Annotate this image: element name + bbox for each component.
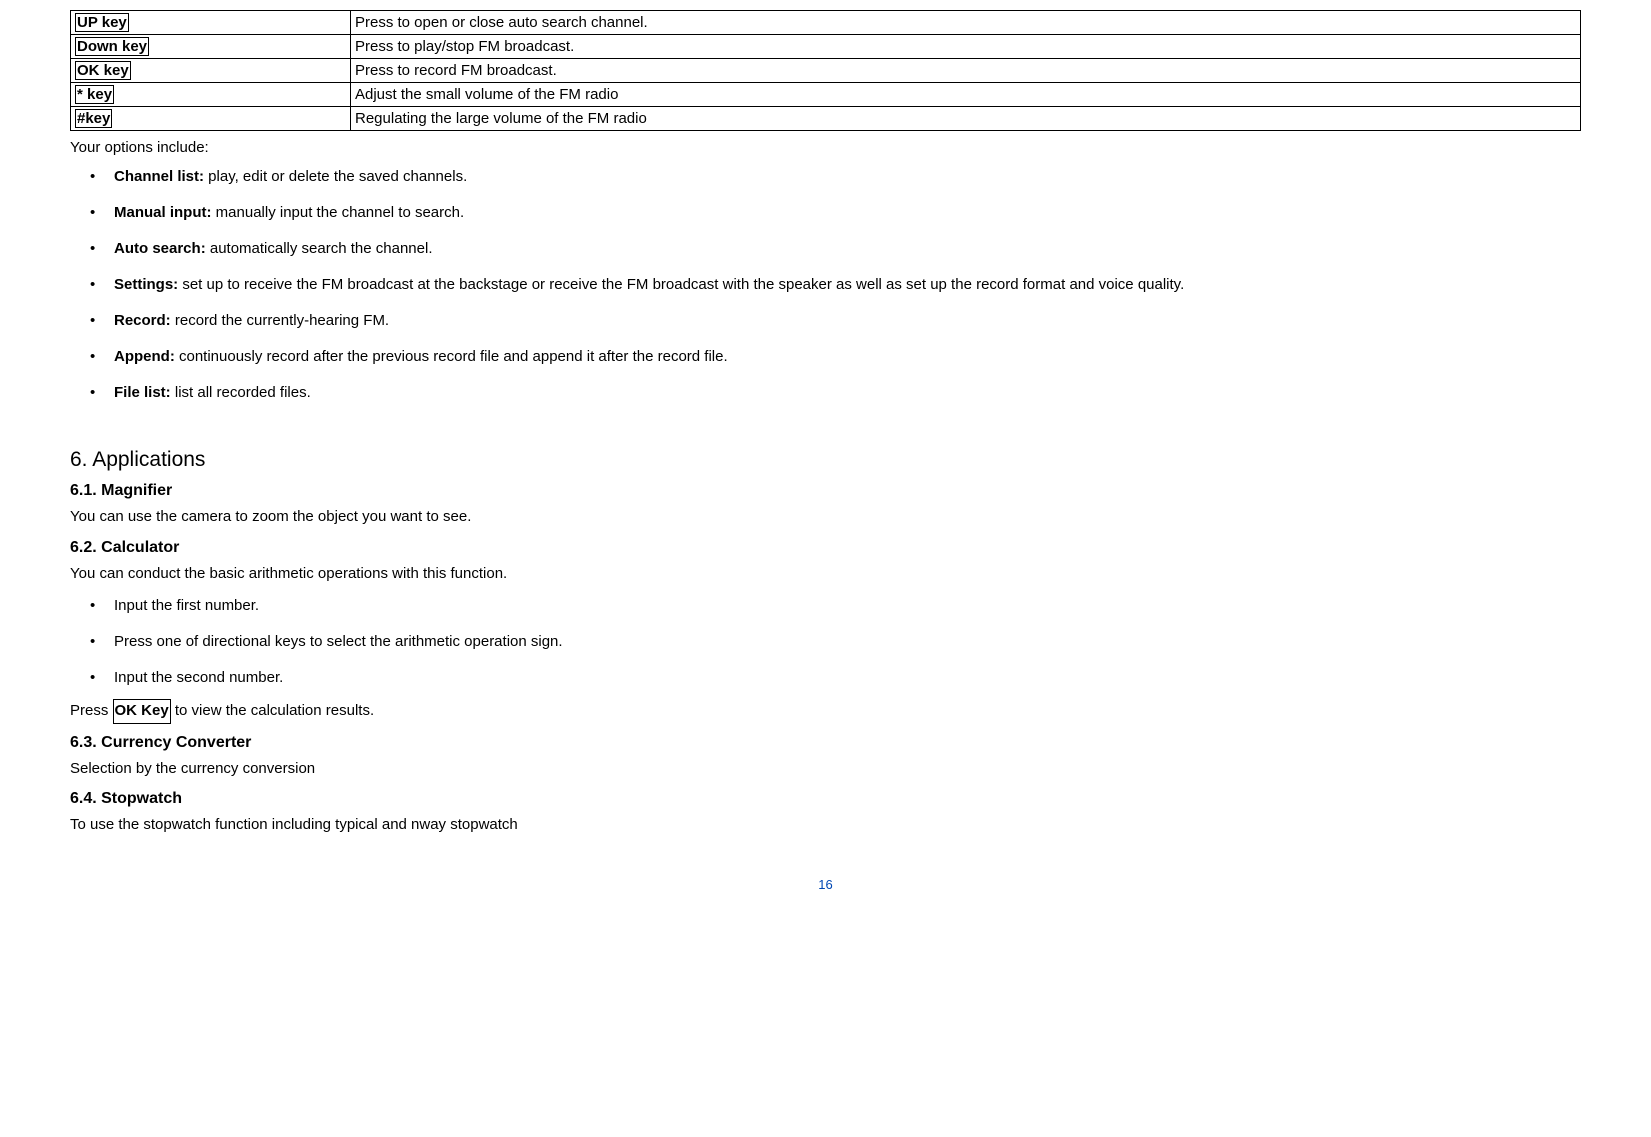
section-6-heading: 6. Applications: [70, 448, 1581, 472]
options-list: Channel list: play, edit or delete the s…: [70, 162, 1581, 408]
option-title: Manual input:: [114, 204, 212, 221]
subsection-6-2-title: 6.2. Calculator: [70, 539, 1581, 557]
key-function-table: UP key Press to open or close auto search…: [70, 10, 1581, 131]
key-description: Press to open or close auto search chann…: [351, 11, 1581, 35]
table-row: #key Regulating the large volume of the F…: [71, 107, 1581, 131]
table-body: UP key Press to open or close auto search…: [71, 11, 1581, 131]
option-title: Record:: [114, 312, 171, 329]
list-item: Manual input: manually input the channel…: [70, 198, 1581, 228]
option-title: Append:: [114, 348, 175, 365]
list-item: Channel list: play, edit or delete the s…: [70, 162, 1581, 192]
list-item: Record: record the currently-hearing FM.: [70, 306, 1581, 336]
option-title: File list:: [114, 384, 171, 401]
subsection-6-1-body: You can use the camera to zoom the objec…: [70, 506, 1581, 529]
option-title: Channel list:: [114, 168, 204, 185]
key-label: #key: [75, 109, 112, 128]
calculator-steps: Input the first number. Press one of dire…: [70, 591, 1581, 693]
key-description: Regulating the large volume of the FM ra…: [351, 107, 1581, 131]
table-row: Down key Press to play/stop FM broadcast.: [71, 35, 1581, 59]
list-item: Append: continuously record after the pr…: [70, 342, 1581, 372]
calculator-press-line: Press OK Key to view the calculation res…: [70, 699, 1581, 724]
press-suffix: to view the calculation results.: [171, 702, 374, 719]
key-cell: #key: [71, 107, 351, 131]
table-row: OK key Press to record FM broadcast.: [71, 59, 1581, 83]
key-label: UP key: [75, 13, 129, 32]
key-description: Press to play/stop FM broadcast.: [351, 35, 1581, 59]
page-number: 16: [70, 877, 1581, 892]
list-item: File list: list all recorded files.: [70, 378, 1581, 408]
key-label: OK key: [75, 61, 131, 80]
key-cell: UP key: [71, 11, 351, 35]
list-item: Settings: set up to receive the FM broad…: [70, 270, 1581, 300]
key-description: Adjust the small volume of the FM radio: [351, 83, 1581, 107]
press-prefix: Press: [70, 702, 113, 719]
option-title: Auto search:: [114, 240, 206, 257]
key-cell: * key: [71, 83, 351, 107]
option-text: play, edit or delete the saved channels.: [204, 168, 467, 185]
option-text: list all recorded files.: [171, 384, 311, 401]
key-cell: OK key: [71, 59, 351, 83]
key-description: Press to record FM broadcast.: [351, 59, 1581, 83]
subsection-6-3-title: 6.3. Currency Converter: [70, 734, 1581, 752]
key-label: Down key: [75, 37, 149, 56]
subsection-6-4-body: To use the stopwatch function including …: [70, 814, 1581, 837]
key-label: * key: [75, 85, 114, 104]
option-text: set up to receive the FM broadcast at th…: [178, 276, 1184, 293]
list-item: Input the first number.: [70, 591, 1581, 621]
subsection-6-4-title: 6.4. Stopwatch: [70, 790, 1581, 808]
list-item: Input the second number.: [70, 663, 1581, 693]
ok-key-label: OK Key: [113, 699, 171, 724]
option-text: automatically search the channel.: [206, 240, 433, 257]
option-text: continuously record after the previous r…: [175, 348, 728, 365]
list-item: Auto search: automatically search the ch…: [70, 234, 1581, 264]
option-text: manually input the channel to search.: [212, 204, 465, 221]
option-text: record the currently-hearing FM.: [171, 312, 389, 329]
table-row: UP key Press to open or close auto search…: [71, 11, 1581, 35]
options-intro: Your options include:: [70, 139, 1581, 156]
option-title: Settings:: [114, 276, 178, 293]
subsection-6-2-body: You can conduct the basic arithmetic ope…: [70, 563, 1581, 586]
subsection-6-1-title: 6.1. Magnifier: [70, 482, 1581, 500]
table-row: * key Adjust the small volume of the FM r…: [71, 83, 1581, 107]
key-cell: Down key: [71, 35, 351, 59]
subsection-6-3-body: Selection by the currency conversion: [70, 758, 1581, 781]
list-item: Press one of directional keys to select …: [70, 627, 1581, 657]
